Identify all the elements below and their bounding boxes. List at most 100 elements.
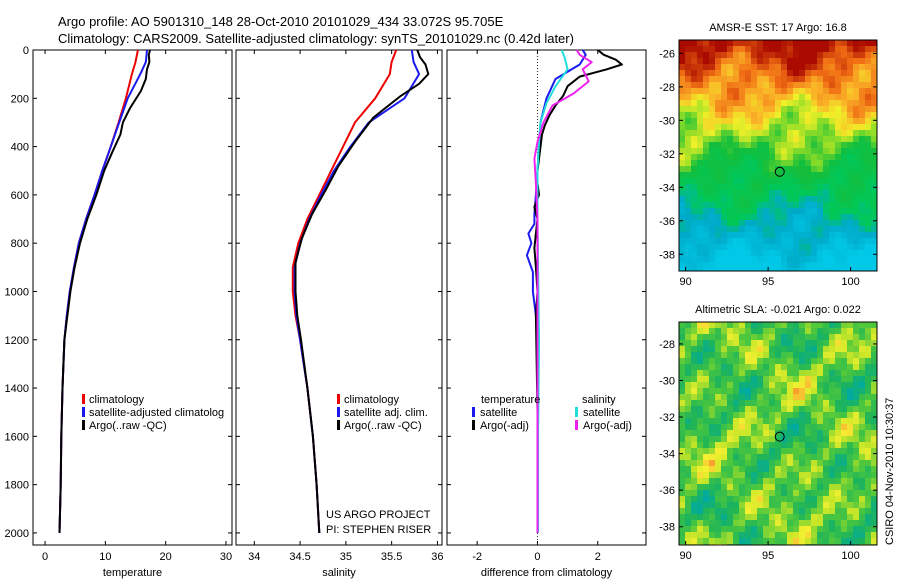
- sst_map-cell: [865, 214, 872, 221]
- sla_map-cell: [817, 382, 824, 389]
- sla_map-cell: [721, 352, 728, 359]
- sla_map-cell: [697, 418, 704, 425]
- sla_map-cell: [763, 436, 770, 443]
- sla_map-cell: [799, 418, 806, 425]
- sla_map-cell: [799, 448, 806, 455]
- sst_map-cell: [709, 220, 716, 227]
- sst_map-cell: [715, 52, 722, 59]
- sla_map-cell: [799, 370, 806, 377]
- sst_map-cell: [859, 262, 866, 269]
- sla_map-cell: [835, 520, 842, 527]
- sla_map-cell: [733, 364, 740, 371]
- sst_map-cell: [817, 250, 824, 257]
- sst_map-cell: [691, 88, 698, 95]
- sst_map-ytick-label: -36: [659, 216, 675, 228]
- sla_map-cell: [685, 370, 692, 377]
- sla_map-cell: [703, 388, 710, 395]
- sst_map-cell: [823, 130, 830, 137]
- sla_map-cell: [691, 376, 698, 383]
- sst_map-cell: [811, 46, 818, 53]
- sst_map-cell: [847, 262, 854, 269]
- sst_map-cell: [757, 214, 764, 221]
- sst_map-cell: [769, 154, 776, 161]
- sla_map-cell: [817, 508, 824, 515]
- sla_map-cell: [829, 364, 836, 371]
- sst_map-cell: [793, 196, 800, 203]
- sst_map-cell: [703, 142, 710, 149]
- sst_map-cell: [685, 268, 692, 272]
- sla_map-cell: [727, 388, 734, 395]
- sla_map-cell: [721, 400, 728, 407]
- sst_map-cell: [853, 220, 860, 227]
- sla_map-cell: [757, 382, 764, 389]
- sst_map-cell: [865, 256, 872, 263]
- sst_map-cell: [853, 262, 860, 269]
- sla_map-cell: [793, 532, 800, 539]
- sst_map-cell: [697, 238, 704, 245]
- sla_map-cell: [721, 436, 728, 443]
- sla_map-cell: [685, 406, 692, 413]
- sst_map-cell: [685, 124, 692, 131]
- sla_map-cell: [775, 532, 782, 539]
- sla_map-cell: [775, 418, 782, 425]
- sst_map-cell: [853, 64, 860, 71]
- sla_map-cell: [691, 496, 698, 503]
- sla_map-cell: [835, 466, 842, 473]
- sla_map-cell: [769, 466, 776, 473]
- sst_map-cell: [823, 58, 830, 65]
- sla_map-cell: [715, 454, 722, 461]
- sst_map-cell: [685, 172, 692, 179]
- sst_map-cell: [865, 268, 872, 272]
- sst_map-cell: [685, 82, 692, 89]
- sst_map-cell: [811, 172, 818, 179]
- sla_map-cell: [709, 430, 716, 437]
- sla_map-cell: [697, 490, 704, 497]
- sst_map-cell: [859, 208, 866, 215]
- sst_map-cell: [865, 160, 872, 167]
- sla_map-cell: [793, 496, 800, 503]
- sla_map-cell: [811, 538, 818, 545]
- sst_map-cell: [769, 136, 776, 143]
- sla_map-cell: [763, 460, 770, 467]
- sst_map-cell: [871, 226, 878, 233]
- sst_map-cell: [727, 82, 734, 89]
- difference-legend-swatch: [472, 407, 475, 417]
- sla_map-cell: [745, 400, 752, 407]
- sst_map-cell: [769, 76, 776, 83]
- sla_map-cell: [703, 424, 710, 431]
- sla_map-cell: [847, 454, 854, 461]
- sla_map-cell: [739, 496, 746, 503]
- sla_map-cell: [703, 376, 710, 383]
- sst_map-cell: [733, 100, 740, 107]
- sst_map-cell: [685, 130, 692, 137]
- sla_map-cell: [739, 400, 746, 407]
- sla_map-cell: [847, 484, 854, 491]
- sla_map-cell: [763, 538, 770, 545]
- sla_map-cell: [739, 490, 746, 497]
- sla_map-cell: [709, 382, 716, 389]
- sst_map-cell: [805, 118, 812, 125]
- sla_map-cell: [697, 430, 704, 437]
- sla_map-cell: [733, 400, 740, 407]
- sla_map-cell: [751, 364, 758, 371]
- difference-xtick-label: -2: [472, 551, 482, 563]
- sla_map-cell: [733, 430, 740, 437]
- sst_map-cell: [703, 190, 710, 197]
- sst_map-cell: [751, 136, 758, 143]
- sla_map-cell: [685, 478, 692, 485]
- sst_map-cell: [739, 142, 746, 149]
- sst_map-cell: [709, 40, 716, 47]
- sla_map-cell: [727, 346, 734, 353]
- sst_map-cell: [703, 100, 710, 107]
- sla_map-cell: [853, 514, 860, 521]
- sla_map-cell: [781, 454, 788, 461]
- difference-legend-salinity-title: salinity: [582, 394, 616, 406]
- sst_map-cell: [727, 64, 734, 71]
- sst_map-cell: [739, 238, 746, 245]
- sst_map-cell: [853, 106, 860, 113]
- sst_map-cell: [679, 112, 686, 119]
- sla_map-cell: [793, 514, 800, 521]
- sst_map-cell: [805, 58, 812, 65]
- sst_map-cell: [697, 82, 704, 89]
